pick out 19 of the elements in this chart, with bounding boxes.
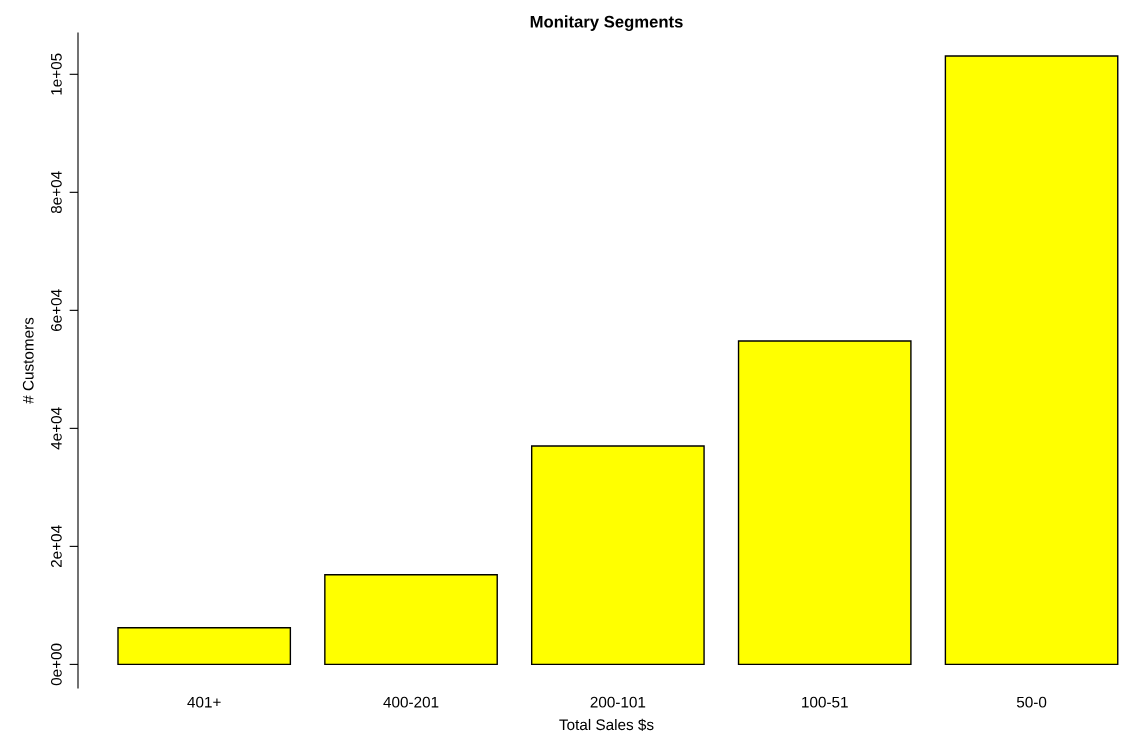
x-tick-label: 100-51 — [802, 696, 848, 708]
bar — [117, 627, 292, 666]
bar — [530, 445, 705, 666]
x-tick-label: 401+ — [187, 696, 221, 708]
y-axis-title: # Customers — [22, 317, 34, 404]
bar — [324, 574, 498, 666]
x-tick-label: 400-201 — [383, 696, 439, 708]
bar — [944, 55, 1119, 666]
y-tick-label: 6e+04 — [50, 289, 62, 332]
x-tick-label: 200-101 — [590, 696, 646, 708]
y-tick-label: 0e+00 — [50, 643, 62, 686]
y-tick-label: 8e+04 — [50, 171, 62, 214]
bar — [737, 340, 912, 666]
y-tick-label: 4e+04 — [50, 407, 62, 450]
y-tick-label: 2e+04 — [50, 525, 62, 568]
x-tick-label: 50-0 — [1016, 696, 1047, 708]
y-tick-label: 1e+05 — [50, 53, 62, 95]
chart-title: Monitary Segments — [530, 15, 683, 31]
x-axis-title: Total Sales $s — [559, 718, 654, 732]
